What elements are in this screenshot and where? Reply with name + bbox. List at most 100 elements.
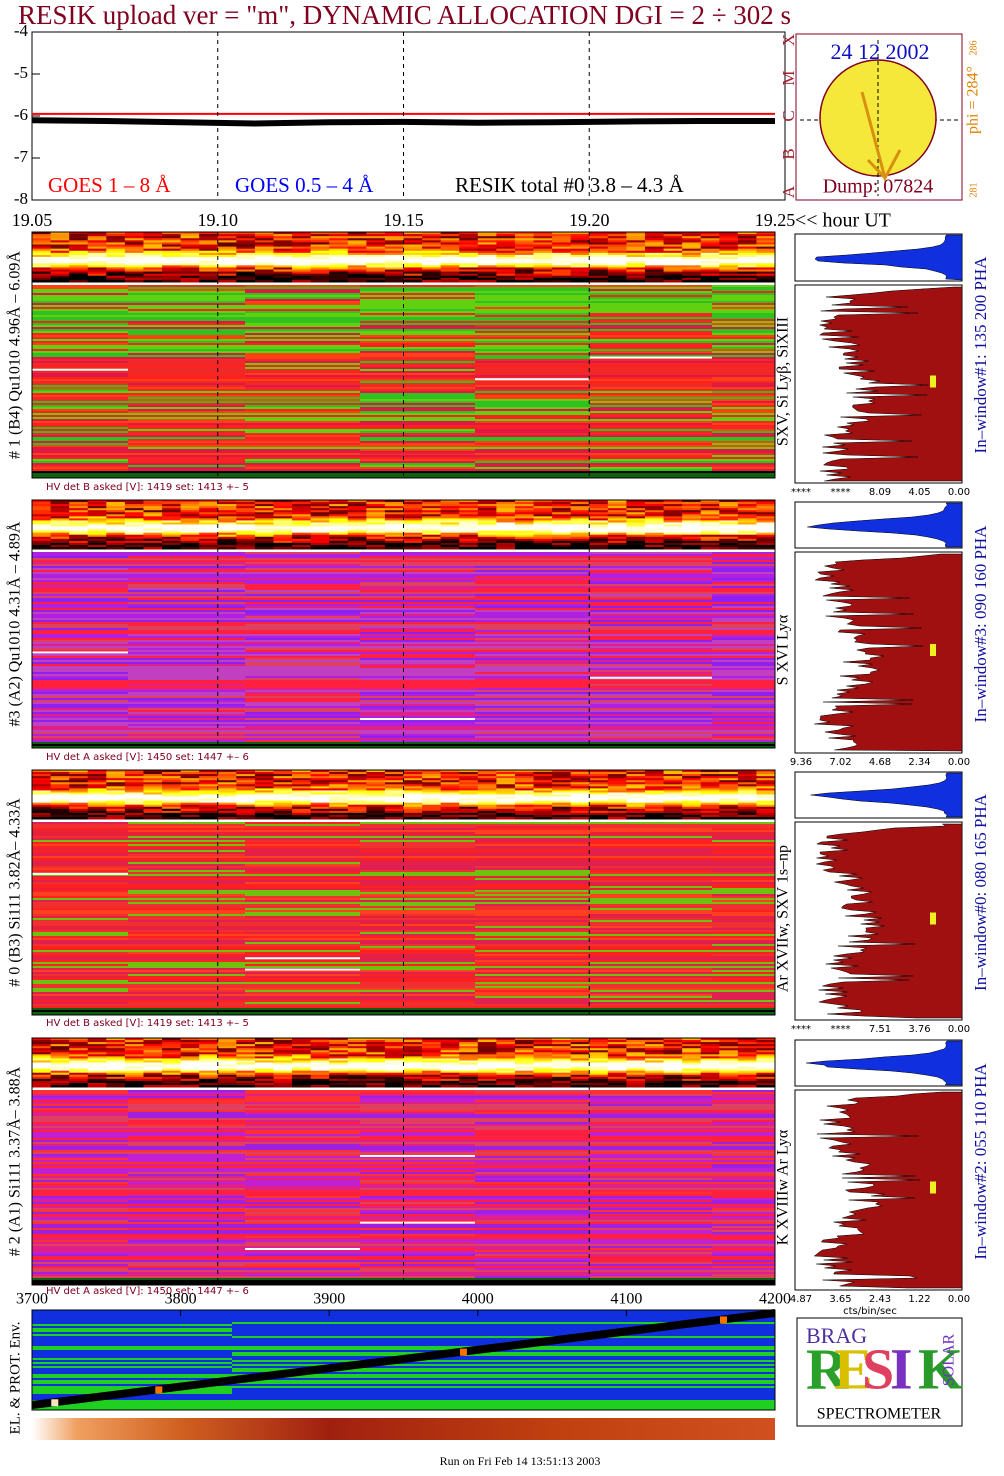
spectrogram-cell (475, 910, 591, 913)
spectrogram-cell (32, 914, 129, 917)
spectrogram-cell (347, 772, 367, 775)
spectrogram-cell (712, 846, 776, 849)
spectrogram-cell (590, 287, 713, 290)
spectrogram-cell (69, 806, 89, 810)
spectrogram-cell (712, 556, 776, 559)
spectrogram-cell (329, 271, 349, 275)
spectrogram-cell (347, 520, 367, 523)
spectrogram-cell (217, 804, 237, 808)
spectrogram-cell (273, 516, 293, 519)
spectrogram-cell (589, 808, 609, 812)
spectrogram-cell (590, 389, 713, 392)
spectrogram-cell (360, 660, 476, 663)
spectrogram-cell (712, 842, 776, 845)
spectrogram-cell (32, 900, 129, 903)
spectrogram-cell (552, 504, 572, 507)
spectrogram-cell (682, 250, 702, 254)
spectrogram-cell (712, 299, 776, 302)
spectrogram-cell (310, 279, 330, 283)
spectrogram-cell (254, 242, 274, 245)
spectrogram-cell (124, 780, 144, 783)
spectrogram-cell (180, 802, 200, 806)
spectrogram-cell (719, 774, 739, 777)
spectrogram-cell (589, 512, 609, 515)
spectrogram-cell (32, 588, 129, 591)
spectrogram-cell (626, 782, 646, 785)
spectrogram-cell (347, 806, 367, 810)
spectrogram-cell (124, 250, 144, 254)
spectrogram-cell (360, 952, 476, 955)
spectrogram-cell (700, 814, 720, 818)
spectrogram-cell (756, 530, 776, 534)
spectrogram-cell (32, 846, 129, 849)
spectrogram-cell (360, 974, 476, 977)
spectrogram-cell (245, 948, 361, 951)
spectrogram-cell (128, 307, 246, 310)
spectrogram-cell (143, 516, 163, 519)
spectrogram-cell (663, 516, 683, 519)
spectrogram-cell (199, 246, 219, 250)
spectrogram-cell (32, 656, 129, 659)
spectrogram-cell (329, 512, 349, 515)
spectrogram-cell (273, 792, 293, 795)
spectrogram-cell (245, 710, 361, 713)
spectrogram-cell (292, 512, 312, 515)
spectrogram-cell (106, 250, 126, 254)
spectrogram-cell (403, 236, 423, 239)
spectrogram-cell (347, 538, 367, 542)
spectrogram-cell (273, 259, 293, 262)
spectrogram-cell (292, 252, 312, 256)
spectrogram-cell (245, 726, 361, 729)
spectrogram-cell (712, 666, 776, 669)
spectrogram-cell (422, 510, 442, 513)
spectrogram-cell (590, 704, 713, 707)
spectrogram-cell (245, 728, 361, 731)
spectrogram-cell (663, 514, 683, 517)
spectrogram-cell (360, 598, 476, 601)
spectrogram-cell (644, 808, 665, 812)
spectrogram-cell (128, 826, 246, 829)
spectrogram-cell (360, 680, 476, 683)
spectrogram-cell (459, 518, 479, 521)
spectrogram-cell (590, 570, 713, 573)
spectrogram-cell (590, 740, 713, 743)
spectrogram-cell (475, 638, 591, 641)
spectrogram-cell (712, 966, 776, 969)
spectrogram-cell (87, 252, 107, 256)
spectrogram-cell (273, 804, 293, 808)
spectrogram-cell (245, 395, 361, 398)
spectrogram-cell (236, 232, 256, 235)
spectrogram-cell (440, 265, 460, 268)
spectrogram-cell (180, 790, 200, 793)
spectrogram-cell (360, 457, 476, 460)
spectrogram-cell (700, 542, 720, 546)
spectrogram-cell (347, 778, 367, 781)
spectrogram-cell (32, 738, 129, 741)
spectrogram-cell (590, 896, 713, 899)
spectrogram-cell (440, 514, 460, 517)
spectrogram-cell (32, 437, 129, 440)
spectrogram-cell (459, 506, 479, 509)
spectrogram-cell (50, 532, 70, 536)
spectrogram-cell (514, 540, 535, 544)
spectrogram-cell (712, 686, 776, 689)
spectrogram-cell (475, 471, 591, 474)
spectrogram-cell (477, 506, 497, 509)
spectrogram-cell (590, 323, 713, 326)
spectrogram-cell (712, 630, 776, 633)
spectrogram-cell (329, 254, 349, 258)
spectrogram-cell (663, 806, 683, 810)
spectrogram-cell (626, 530, 646, 534)
spectrogram-cell (128, 678, 246, 681)
spectrogram-cell (128, 357, 246, 360)
spectrogram-cell (719, 273, 739, 277)
spectrogram-cell (756, 808, 776, 812)
spectrogram-cell (32, 594, 129, 597)
flare-class: X (779, 34, 798, 46)
spectrogram-cell (360, 471, 476, 474)
spectrogram-cell (403, 244, 423, 248)
spectrogram-cell (245, 830, 361, 833)
spectrogram-cell (254, 528, 274, 532)
spectrogram-cell (756, 273, 776, 277)
spectrogram-cell (570, 279, 590, 283)
